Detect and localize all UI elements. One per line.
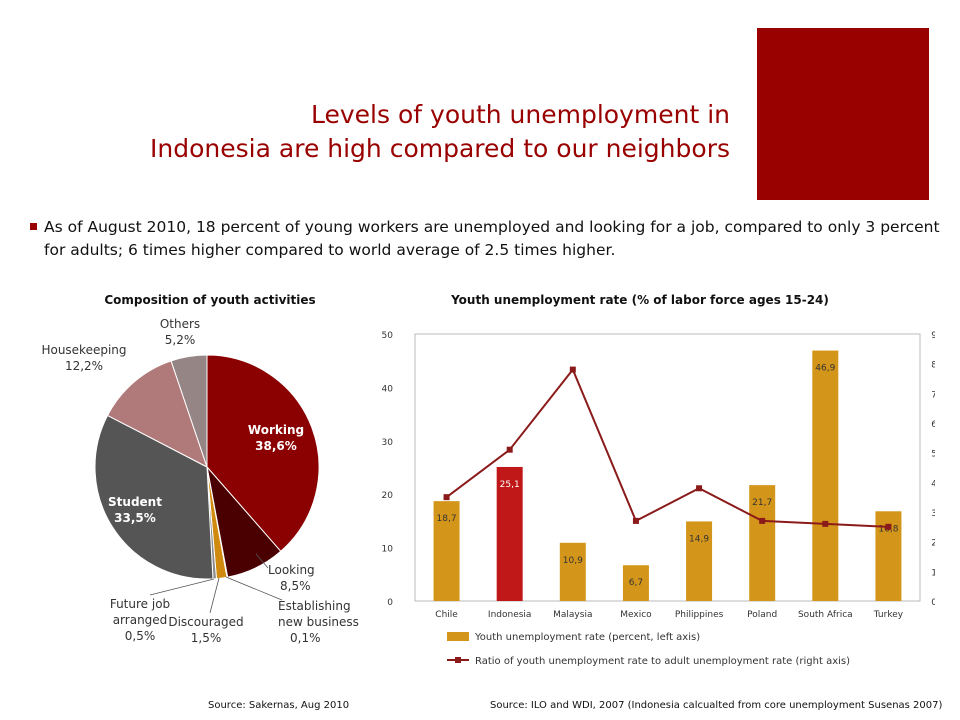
pie-label-working: Working 38,6% (248, 423, 304, 453)
legend-marker-line (455, 657, 461, 663)
pie-label-value: 0,5% (125, 629, 156, 643)
bar-indonesia (496, 466, 523, 601)
pie-label-name: Establishing (278, 599, 351, 613)
ratio-point (759, 517, 766, 524)
legend-label-bars: Youth unemployment rate (percent, left a… (474, 632, 700, 643)
combo-chart: 0 10 20 30 40 50 0 1 2 3 4 5 6 7 8 9 18,7 Chile 25,1 Indone… (382, 331, 935, 667)
bar-value-label: 10,9 (563, 556, 583, 566)
y-left-tick-label: 10 (382, 545, 394, 555)
y-right-tick-label: 0 (931, 598, 935, 608)
pie-label-value: 33,5% (114, 511, 156, 525)
y-left-tick-label: 50 (382, 331, 394, 341)
pie-label-value: 0,1% (290, 631, 321, 645)
bullet-text: As of August 2010, 18 percent of young w… (44, 218, 940, 259)
x-tick-label: Mexico (620, 610, 652, 620)
title-line-2: Indonesia are high compared to our neigh… (150, 134, 730, 163)
x-tick-label: Poland (747, 610, 777, 620)
pie-label-value: 8,5% (280, 579, 311, 593)
pie-label-name: Discouraged (168, 615, 243, 629)
ratio-point (506, 446, 513, 453)
bar-south-africa (812, 350, 839, 601)
x-tick-label: Philippines (675, 610, 724, 620)
y-left-tick-label: 0 (387, 598, 393, 608)
y-right-tick-label: 6 (931, 420, 935, 430)
pie-label-name: Looking (268, 563, 315, 577)
x-tick-label: Indonesia (488, 610, 532, 620)
bar-value-label: 18,7 (437, 514, 457, 524)
bullet-point: As of August 2010, 18 percent of young w… (30, 216, 950, 262)
ratio-point (632, 517, 639, 524)
square-bullet-icon (30, 223, 37, 230)
y-right-tick-label: 3 (931, 509, 935, 519)
page-title: Levels of youth unemployment in Indonesi… (60, 98, 730, 166)
pie-chart-title: Composition of youth activities (104, 293, 316, 307)
y-left-tick-label: 30 (382, 438, 394, 448)
leader-line (255, 553, 269, 569)
bar-value-label: 14,9 (689, 534, 709, 544)
ratio-point (569, 366, 576, 373)
y-right-tick-label: 2 (931, 539, 935, 549)
leader-line (209, 577, 220, 614)
bar-philippines (686, 521, 713, 601)
x-tick-label: Chile (435, 610, 458, 620)
pie-label-housekeeping: Housekeeping 12,2% (41, 343, 126, 373)
pie-label-future-job-arranged: Future job arranged 0,5% (110, 597, 170, 643)
y-right-tick-label: 7 (931, 390, 935, 400)
y-left-tick-label: 40 (382, 384, 394, 394)
pie-label-establishing-new-business: Establishing new business 0,1% (278, 599, 359, 645)
y-right-tick-label: 5 (931, 450, 935, 460)
pie-label-name: Future job (110, 597, 170, 611)
ratio-line (445, 367, 889, 528)
bar-source: Source: ILO and WDI, 2007 (Indonesia cal… (490, 700, 943, 711)
pie-label-name: Working (248, 423, 304, 437)
pie-label-value: 5,2% (165, 333, 196, 347)
ratio-point (443, 494, 450, 501)
x-tick-label: South Africa (798, 610, 853, 620)
legend-label-line: Ratio of youth unemployment rate to adul… (475, 656, 850, 667)
ratio-point (822, 520, 829, 527)
pie-label-value: 12,2% (65, 359, 103, 373)
y-right-tick-label: 9 (931, 331, 935, 341)
bar-chart-title: Youth unemployment rate (% of labor forc… (451, 293, 829, 307)
bar-value-label: 46,9 (815, 364, 835, 374)
x-tick-label: Malaysia (553, 610, 592, 620)
bar-malaysia (559, 542, 586, 601)
accent-block (757, 28, 929, 200)
pie-label-value: 38,6% (255, 439, 297, 453)
y-right-tick-label: 1 (931, 568, 935, 578)
pie-label-value: 1,5% (191, 631, 222, 645)
pie-label-name: Student (108, 495, 162, 509)
pie-chart: Working 38,6% Looking 8,5% Establishing new b… (41, 317, 359, 645)
pie-label-looking: Looking 8,5% (268, 563, 315, 593)
pie-label-student: Student 33,5% (108, 495, 162, 525)
pie-label-name: Housekeeping (41, 343, 126, 357)
pie-label-name: new business (278, 615, 359, 629)
bar-chile (433, 501, 460, 601)
bar-poland (749, 485, 776, 601)
pie-source: Source: Sakernas, Aug 2010 (208, 700, 350, 711)
y-right-tick-label: 8 (931, 361, 935, 371)
ratio-point (885, 523, 892, 530)
title-line-1: Levels of youth unemployment in (311, 100, 730, 129)
leader-line (149, 578, 215, 596)
pie-label-name: Others (160, 317, 200, 331)
bar-mexico (622, 565, 649, 601)
bar-value-label: 25,1 (500, 480, 520, 490)
bar-value-label: 21,7 (752, 498, 772, 508)
legend-swatch-bars (447, 632, 469, 641)
y-left-tick-label: 20 (382, 491, 394, 501)
pie-slice-student (94, 414, 214, 580)
pie-slice-housekeeping (106, 360, 208, 469)
bar-value-label: 6,7 (629, 578, 643, 588)
ratio-point (696, 485, 703, 492)
pie-label-name: arranged (113, 613, 168, 627)
leader-line (225, 576, 283, 601)
pie-slice-working (206, 354, 320, 553)
pie-label-others: Others 5,2% (160, 317, 200, 347)
pie-slice-others (170, 354, 208, 468)
pie-label-discouraged: Discouraged 1,5% (168, 615, 243, 645)
plot-area (414, 333, 921, 602)
x-tick-label: Turkey (873, 610, 904, 620)
y-right-tick-label: 4 (931, 479, 935, 489)
